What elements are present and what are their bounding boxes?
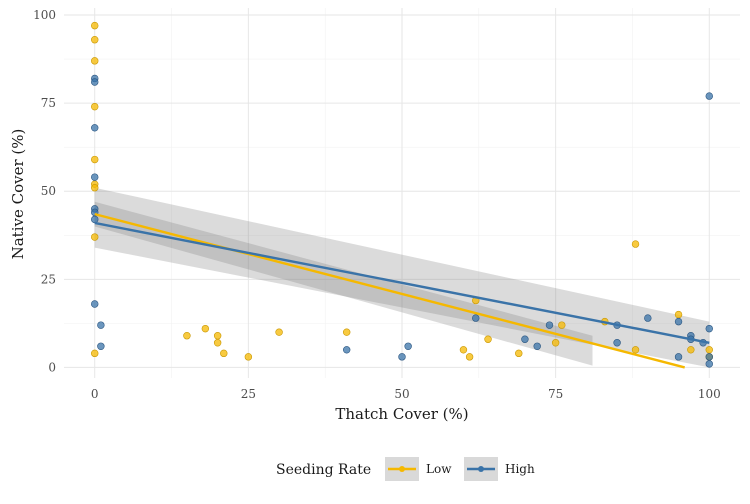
data-point-high xyxy=(91,173,99,181)
data-point-low xyxy=(91,155,99,164)
data-point-high xyxy=(644,314,652,322)
legend-title: Seeding Rate xyxy=(276,462,371,478)
y-axis-title: Native Cover (%) xyxy=(9,129,27,260)
data-point-high xyxy=(705,353,713,361)
y-tick-label: 50 xyxy=(41,184,56,198)
data-point-low xyxy=(705,346,713,354)
data-point-high xyxy=(97,321,105,329)
data-point-low xyxy=(213,332,222,340)
data-point-low xyxy=(183,332,191,340)
data-point-high xyxy=(404,342,412,350)
data-point-high xyxy=(705,324,713,333)
data-point-low xyxy=(465,353,474,361)
data-point-high xyxy=(91,300,99,308)
data-points xyxy=(91,21,713,368)
data-point-high xyxy=(342,346,351,354)
data-point-high xyxy=(705,360,713,368)
legend-key-high xyxy=(464,457,498,481)
data-point-low xyxy=(515,349,523,358)
x-tick-label: 100 xyxy=(698,387,721,401)
data-point-high xyxy=(91,215,99,224)
y-tick-label: 100 xyxy=(33,8,56,22)
data-point-high xyxy=(472,314,480,322)
data-point-low xyxy=(558,321,566,329)
data-point-low xyxy=(687,346,695,354)
data-point-low xyxy=(91,184,99,192)
data-point-low xyxy=(275,328,283,336)
x-tick-label: 75 xyxy=(548,387,563,401)
data-point-low xyxy=(674,310,683,319)
data-point-low xyxy=(631,240,640,248)
confidence-band-low xyxy=(94,201,593,366)
data-point-high xyxy=(613,339,621,347)
data-point-low xyxy=(91,233,99,241)
x-axis-title: Thatch Cover (%) xyxy=(335,405,468,423)
data-point-low xyxy=(631,346,640,354)
confidence-band-high xyxy=(94,187,710,368)
data-point-high xyxy=(91,78,99,86)
data-point-low xyxy=(342,328,351,336)
legend-key-low xyxy=(385,457,419,481)
data-point-low xyxy=(244,353,253,361)
data-point-high xyxy=(398,353,406,361)
data-point-low xyxy=(459,346,468,354)
data-point-high xyxy=(674,317,683,326)
data-point-high xyxy=(97,342,105,350)
trend-lines xyxy=(94,212,710,369)
legend-label-low: Low xyxy=(426,462,452,476)
y-tick-label: 25 xyxy=(41,272,56,286)
confidence-bands xyxy=(94,187,710,368)
data-point-high xyxy=(91,124,99,132)
data-point-low xyxy=(484,335,492,343)
data-point-high xyxy=(674,353,683,361)
x-tick-label: 0 xyxy=(91,387,99,401)
tick-labels: 0 25 50 75 100 0 25 50 75 100 xyxy=(33,8,721,401)
data-point-low xyxy=(220,349,228,358)
data-point-low xyxy=(551,339,560,347)
data-point-low xyxy=(91,102,99,111)
trend-line-high xyxy=(94,221,710,344)
data-point-low xyxy=(91,21,99,30)
data-point-high xyxy=(705,92,713,100)
data-point-low xyxy=(201,324,210,333)
data-point-low xyxy=(91,57,99,65)
legend: Seeding Rate Low High xyxy=(276,457,535,481)
data-point-low xyxy=(91,349,99,358)
x-tick-label: 50 xyxy=(394,387,409,401)
data-point-low xyxy=(213,339,222,347)
y-tick-label: 75 xyxy=(41,96,56,110)
legend-label-high: High xyxy=(505,462,535,476)
data-point-high xyxy=(545,321,554,329)
data-point-high xyxy=(533,342,541,350)
trend-line-low xyxy=(94,212,685,369)
data-point-low xyxy=(91,36,99,44)
data-point-high xyxy=(521,335,529,343)
y-tick-label: 0 xyxy=(48,360,56,374)
x-tick-label: 25 xyxy=(241,387,256,401)
